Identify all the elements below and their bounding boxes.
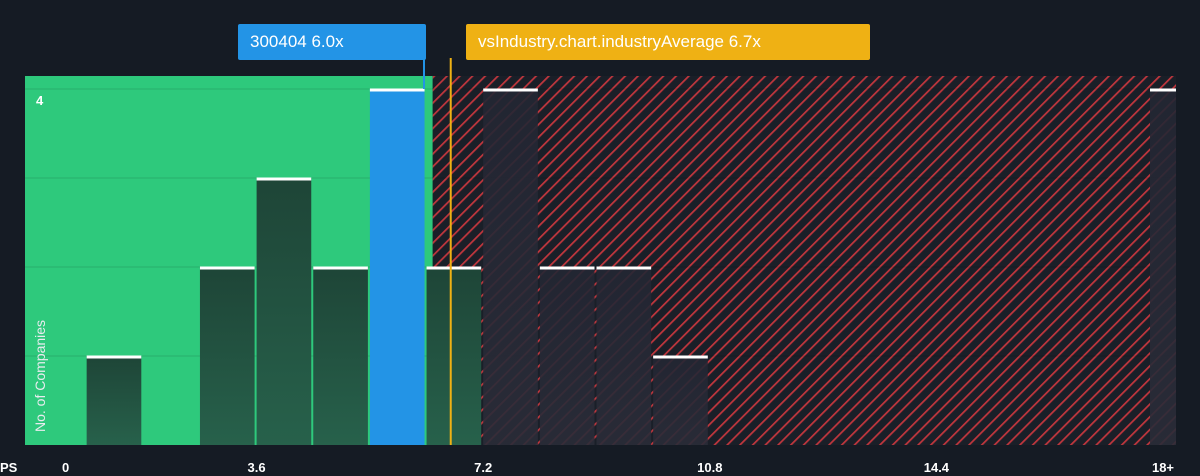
company-callout: 300404 6.0x: [238, 24, 426, 60]
x-tick-0: 0: [62, 460, 69, 475]
x-tick-5: 18+: [1152, 460, 1174, 475]
bar-7: [539, 267, 595, 445]
bars: [86, 88, 1176, 445]
x-tick-3: 10.8: [697, 460, 722, 475]
bar-2: [256, 178, 312, 445]
bar-0: [86, 356, 142, 445]
y-axis-label: No. of Companies: [32, 320, 48, 432]
y-tick-label: 4: [36, 93, 44, 108]
bar-3: [313, 267, 368, 445]
bar-9: [653, 356, 708, 445]
x-tick-1: 3.6: [248, 460, 266, 475]
bar-1: [199, 267, 255, 445]
x-axis-label: PS: [0, 460, 18, 475]
x-axis-ticks: 0 3.6 7.2 10.8 14.4 18+: [62, 460, 1174, 475]
industry-average-callout: vsIndustry.chart.industryAverage 6.7x: [466, 24, 870, 60]
bar-6: [483, 89, 538, 445]
bar-8: [596, 267, 652, 445]
x-tick-4: 14.4: [924, 460, 950, 475]
bar-10: [1150, 89, 1176, 445]
bar-4: [369, 89, 425, 445]
bar-5: [426, 267, 482, 445]
x-tick-2: 7.2: [474, 460, 492, 475]
